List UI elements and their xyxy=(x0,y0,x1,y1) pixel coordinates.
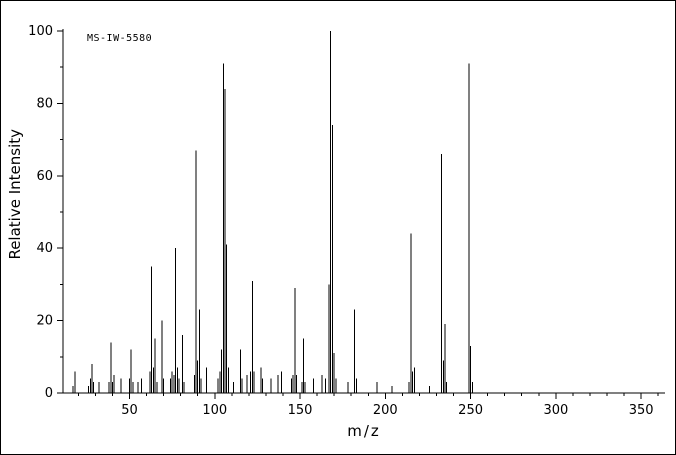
y-tick-label: 100 xyxy=(28,24,53,39)
x-tick-label: 250 xyxy=(458,403,483,418)
x-tick-label: 150 xyxy=(288,403,313,418)
x-tick-label: 300 xyxy=(543,403,568,418)
x-axis-title: m/z xyxy=(347,422,381,440)
y-axis-title: Relative Intensity xyxy=(6,129,24,260)
y-tick-label: 60 xyxy=(36,169,53,184)
x-tick-label: 350 xyxy=(629,403,654,418)
y-tick-label: 80 xyxy=(36,96,53,111)
y-tick-label: 0 xyxy=(45,386,53,401)
x-tick-label: 50 xyxy=(121,403,138,418)
x-tick-label: 100 xyxy=(202,403,227,418)
y-tick-label: 20 xyxy=(36,314,53,329)
x-tick-label: 200 xyxy=(373,403,398,418)
y-tick-label: 40 xyxy=(36,241,53,256)
spectrum-id-label: MS-IW-5580 xyxy=(87,33,153,44)
